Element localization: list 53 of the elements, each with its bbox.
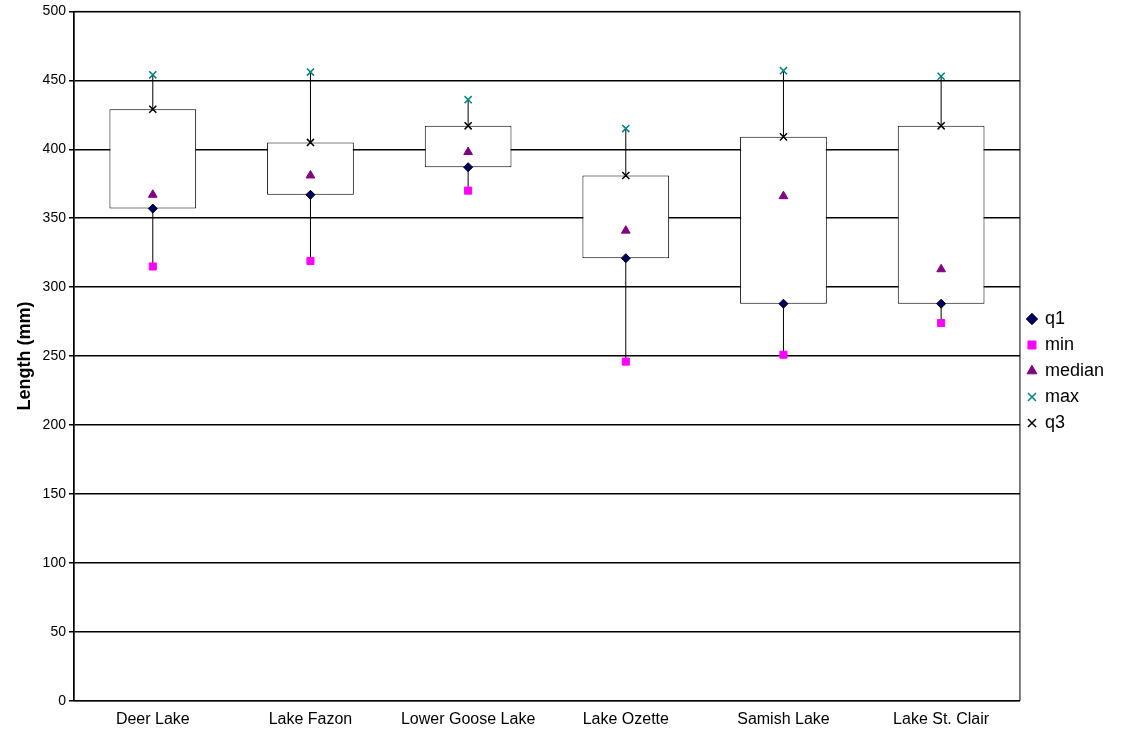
point <box>621 171 631 180</box>
legend-label: median <box>1044 359 1105 380</box>
point <box>937 318 946 328</box>
point <box>463 121 473 131</box>
point <box>936 121 946 131</box>
point <box>779 66 788 75</box>
x-tick-label: Lower Goose Lake <box>400 709 536 727</box>
point <box>463 162 474 173</box>
point <box>620 225 631 234</box>
y-tick-label: 350 <box>42 209 67 226</box>
point <box>936 71 946 81</box>
point <box>779 132 788 142</box>
point <box>147 203 158 214</box>
point <box>306 256 315 265</box>
point <box>778 298 789 309</box>
y-tick-label: 400 <box>42 140 67 157</box>
x-tick-label: Lake Fazon <box>268 709 353 727</box>
legend-label: q1 <box>1044 307 1065 328</box>
y-tick-label: 50 <box>50 622 67 639</box>
point <box>936 298 947 309</box>
point <box>148 70 158 80</box>
point <box>621 357 630 366</box>
y-tick-label: 300 <box>42 278 67 295</box>
y-tick-label: 200 <box>42 415 67 432</box>
point <box>148 105 158 114</box>
y-tick-label: 100 <box>42 553 67 570</box>
point <box>305 169 316 179</box>
y-tick-label: 150 <box>42 484 67 501</box>
point <box>620 253 631 264</box>
point <box>305 189 316 200</box>
y-tick-label: 250 <box>42 346 67 363</box>
y-axis-title: Length (mm) <box>13 301 34 411</box>
point <box>463 146 473 156</box>
y-tick-label: 450 <box>42 71 67 88</box>
point <box>621 124 631 133</box>
x-tick-label: Deer Lake <box>115 709 190 727</box>
point <box>147 189 158 198</box>
point <box>779 350 788 359</box>
x-tick-label: Lake St. Clair <box>893 709 990 727</box>
point <box>306 67 315 77</box>
y-tick-label: 500 <box>42 2 67 19</box>
y-tick-label: 0 <box>58 691 67 708</box>
point <box>306 138 315 147</box>
point <box>463 95 473 104</box>
point <box>464 186 473 195</box>
x-tick-label: Lake Ozette <box>582 709 670 727</box>
point <box>778 190 789 200</box>
x-tick-label: Samish Lake <box>737 709 830 727</box>
point <box>936 263 946 273</box>
legend-label: q3 <box>1044 411 1065 432</box>
point <box>148 262 157 271</box>
legend-label: min <box>1044 333 1074 354</box>
legend-label: max <box>1044 385 1079 406</box>
